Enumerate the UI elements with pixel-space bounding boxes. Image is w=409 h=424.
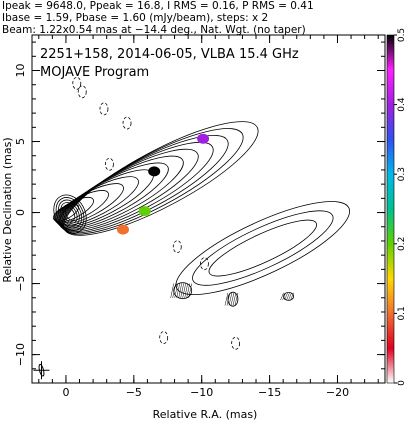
core-contour <box>53 194 87 234</box>
hatch-line <box>178 283 182 298</box>
polarization-knot <box>116 224 129 235</box>
colorbar-tick-label: 0.3 <box>397 167 407 181</box>
hatch-line <box>186 283 190 298</box>
hatch-line <box>284 292 288 301</box>
core-contour <box>57 199 83 229</box>
y-tick-label: 10 <box>14 64 27 78</box>
contour-level <box>62 128 244 235</box>
hatch-line <box>170 283 174 298</box>
hatched-blob <box>227 291 239 307</box>
core-contour <box>55 197 85 231</box>
y-tick-label: −5 <box>14 275 27 291</box>
header-line-2: Ibase = 1.59, Pbase = 1.60 (mJy/beam), s… <box>2 12 269 24</box>
contour-level <box>52 203 80 222</box>
plot-frame <box>31 34 386 384</box>
hatch-line <box>280 292 284 301</box>
x-tick-label: −15 <box>258 386 281 399</box>
hatch-line <box>282 292 286 301</box>
core-contour <box>60 202 80 226</box>
hatch-line <box>286 292 290 301</box>
hatch-line <box>290 292 294 301</box>
y-axis-label: Relative Declination (mas) <box>1 137 14 282</box>
hatch-line <box>174 283 178 298</box>
negative-contour <box>122 116 132 130</box>
polarization-overlay <box>116 133 210 235</box>
colorbar-tick-label: 0 <box>397 380 407 386</box>
hatched-regions <box>170 282 295 307</box>
hatch-line <box>182 283 186 298</box>
header-line-1: Ipeak = 9648.0, Ppeak = 16.8, I RMS = 0.… <box>2 0 314 12</box>
y-axis-ticks: 10 5 0 −5 −10 <box>14 41 385 370</box>
hatched-blob <box>283 291 295 301</box>
diffuse-contour <box>175 201 351 296</box>
core-contour <box>64 207 76 221</box>
negative-contour <box>99 102 109 116</box>
hatch-line <box>184 283 188 298</box>
y-tick-label: −10 <box>14 343 27 366</box>
hatch-line <box>232 292 237 306</box>
x-axis-ticks: 0 −5 −10 −15 −20 <box>38 35 379 399</box>
negative-contour <box>231 336 241 350</box>
x-tick-label: 0 <box>62 386 69 399</box>
polarization-knot <box>197 133 210 144</box>
hatch-line <box>188 283 192 298</box>
polarization-knot <box>148 166 161 177</box>
x-tick-label: −5 <box>126 386 142 399</box>
diffuse-contour <box>192 210 334 286</box>
x-axis-label: Relative R.A. (mas) <box>153 408 258 421</box>
beam-ellipse <box>33 361 50 380</box>
hatch-line <box>226 292 231 306</box>
hatch-line <box>224 292 229 306</box>
negative-contour <box>159 331 169 344</box>
colorbar-tick-label: 0.5 <box>397 28 407 42</box>
negative-contour <box>200 257 209 271</box>
hatch-line <box>180 283 184 298</box>
y-tick-label: 0 <box>14 209 27 216</box>
hatch-line <box>228 292 233 306</box>
negative-contour <box>77 85 87 99</box>
diffuse-contour <box>208 219 318 277</box>
colorbar-tick-label: 0.1 <box>397 306 407 320</box>
hatch-line <box>230 292 235 306</box>
x-tick-label: −20 <box>326 386 349 399</box>
negative-contour <box>72 76 82 90</box>
negative-contour <box>172 240 182 254</box>
hatch-line <box>172 283 176 298</box>
colorbar-tick-label: 0.2 <box>397 237 407 251</box>
colorbar-ticks: 0 0.1 0.2 0.3 0.4 0.5 <box>394 28 407 386</box>
hatch-line <box>176 283 180 298</box>
map-title-line-2: MOJAVE Program <box>40 65 149 80</box>
polarization-knot <box>138 206 151 217</box>
negative-contours <box>72 76 241 350</box>
negative-contour <box>104 157 114 171</box>
hatch-line <box>288 292 292 301</box>
colorbar-tick-label: 0.4 <box>397 97 407 112</box>
hatch-line <box>234 292 239 306</box>
x-tick-label: −10 <box>190 386 213 399</box>
header-line-3: Beam: 1.22x0.54 mas at −14.4 deg., Nat. … <box>2 24 306 36</box>
y-tick-label: 5 <box>14 138 27 145</box>
core-contour <box>62 204 78 224</box>
colorbar <box>386 34 395 384</box>
map-title-line-1: 2251+158, 2014-06-05, VLBA 15.4 GHz <box>40 47 299 62</box>
hatched-blob <box>173 282 193 300</box>
